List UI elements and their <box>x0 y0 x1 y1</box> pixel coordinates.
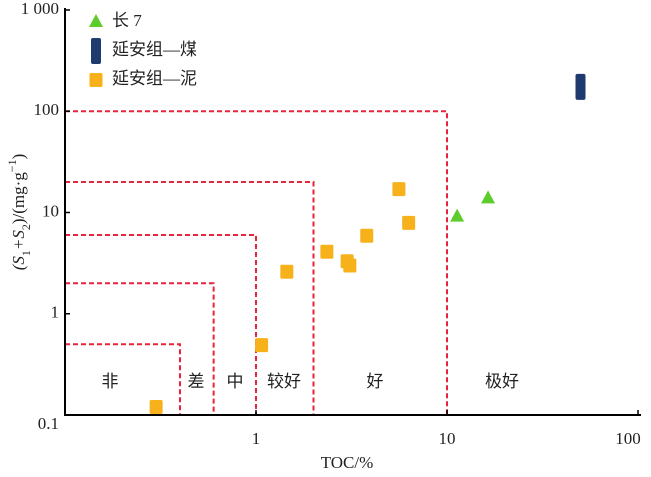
legend-label: 延安组—煤 <box>112 40 197 59</box>
point <box>149 399 163 414</box>
legend-marker <box>91 38 101 64</box>
y-axis-label-part: +S <box>9 230 28 250</box>
point <box>320 244 334 259</box>
legend-marker <box>89 14 103 27</box>
y-tick-label: 100 <box>34 100 60 119</box>
y-axis-label-part: 2 <box>19 224 33 230</box>
x-axis-label: TOC/% <box>321 453 374 472</box>
legend-label: 长 7 <box>112 11 142 30</box>
y-tick-label: 1 <box>51 303 60 322</box>
class-boundary <box>65 343 181 415</box>
point <box>450 208 465 222</box>
point <box>343 258 357 273</box>
point <box>392 182 406 197</box>
y-tick-label: 10 <box>42 201 59 220</box>
class-label: 差 <box>188 372 205 391</box>
point <box>402 215 416 230</box>
point <box>255 338 269 353</box>
class-boundary <box>65 181 315 415</box>
class-boundary <box>65 282 215 415</box>
y-axis-label-part: −1 <box>5 159 19 172</box>
class-label: 极好 <box>485 372 519 391</box>
point <box>575 73 586 100</box>
point <box>360 228 374 243</box>
point <box>280 264 294 279</box>
y-tick-label: 1 000 <box>21 0 59 18</box>
y-axis-label-part: )/(mg·g <box>9 172 28 224</box>
point <box>481 190 496 204</box>
class-label: 非 <box>102 372 119 391</box>
y-tick-label: 0.1 <box>38 414 59 433</box>
class-label: 中 <box>227 372 244 391</box>
legend-marker <box>89 73 103 87</box>
y-axis-label: (S1+S2)/(mg·g−1) <box>5 154 33 271</box>
class-label: 较好 <box>267 372 301 391</box>
x-tick-label: 10 <box>439 429 456 448</box>
class-label: 好 <box>367 372 384 391</box>
class-boundary <box>65 110 448 415</box>
y-axis-label-part: 1 <box>19 250 33 256</box>
y-axis-label-part: (S <box>9 256 28 271</box>
legend-label: 延安组—泥 <box>112 69 197 88</box>
x-tick-label: 1 <box>252 429 261 448</box>
x-tick-label: 100 <box>615 429 641 448</box>
y-axis-label-part: ) <box>9 154 28 160</box>
